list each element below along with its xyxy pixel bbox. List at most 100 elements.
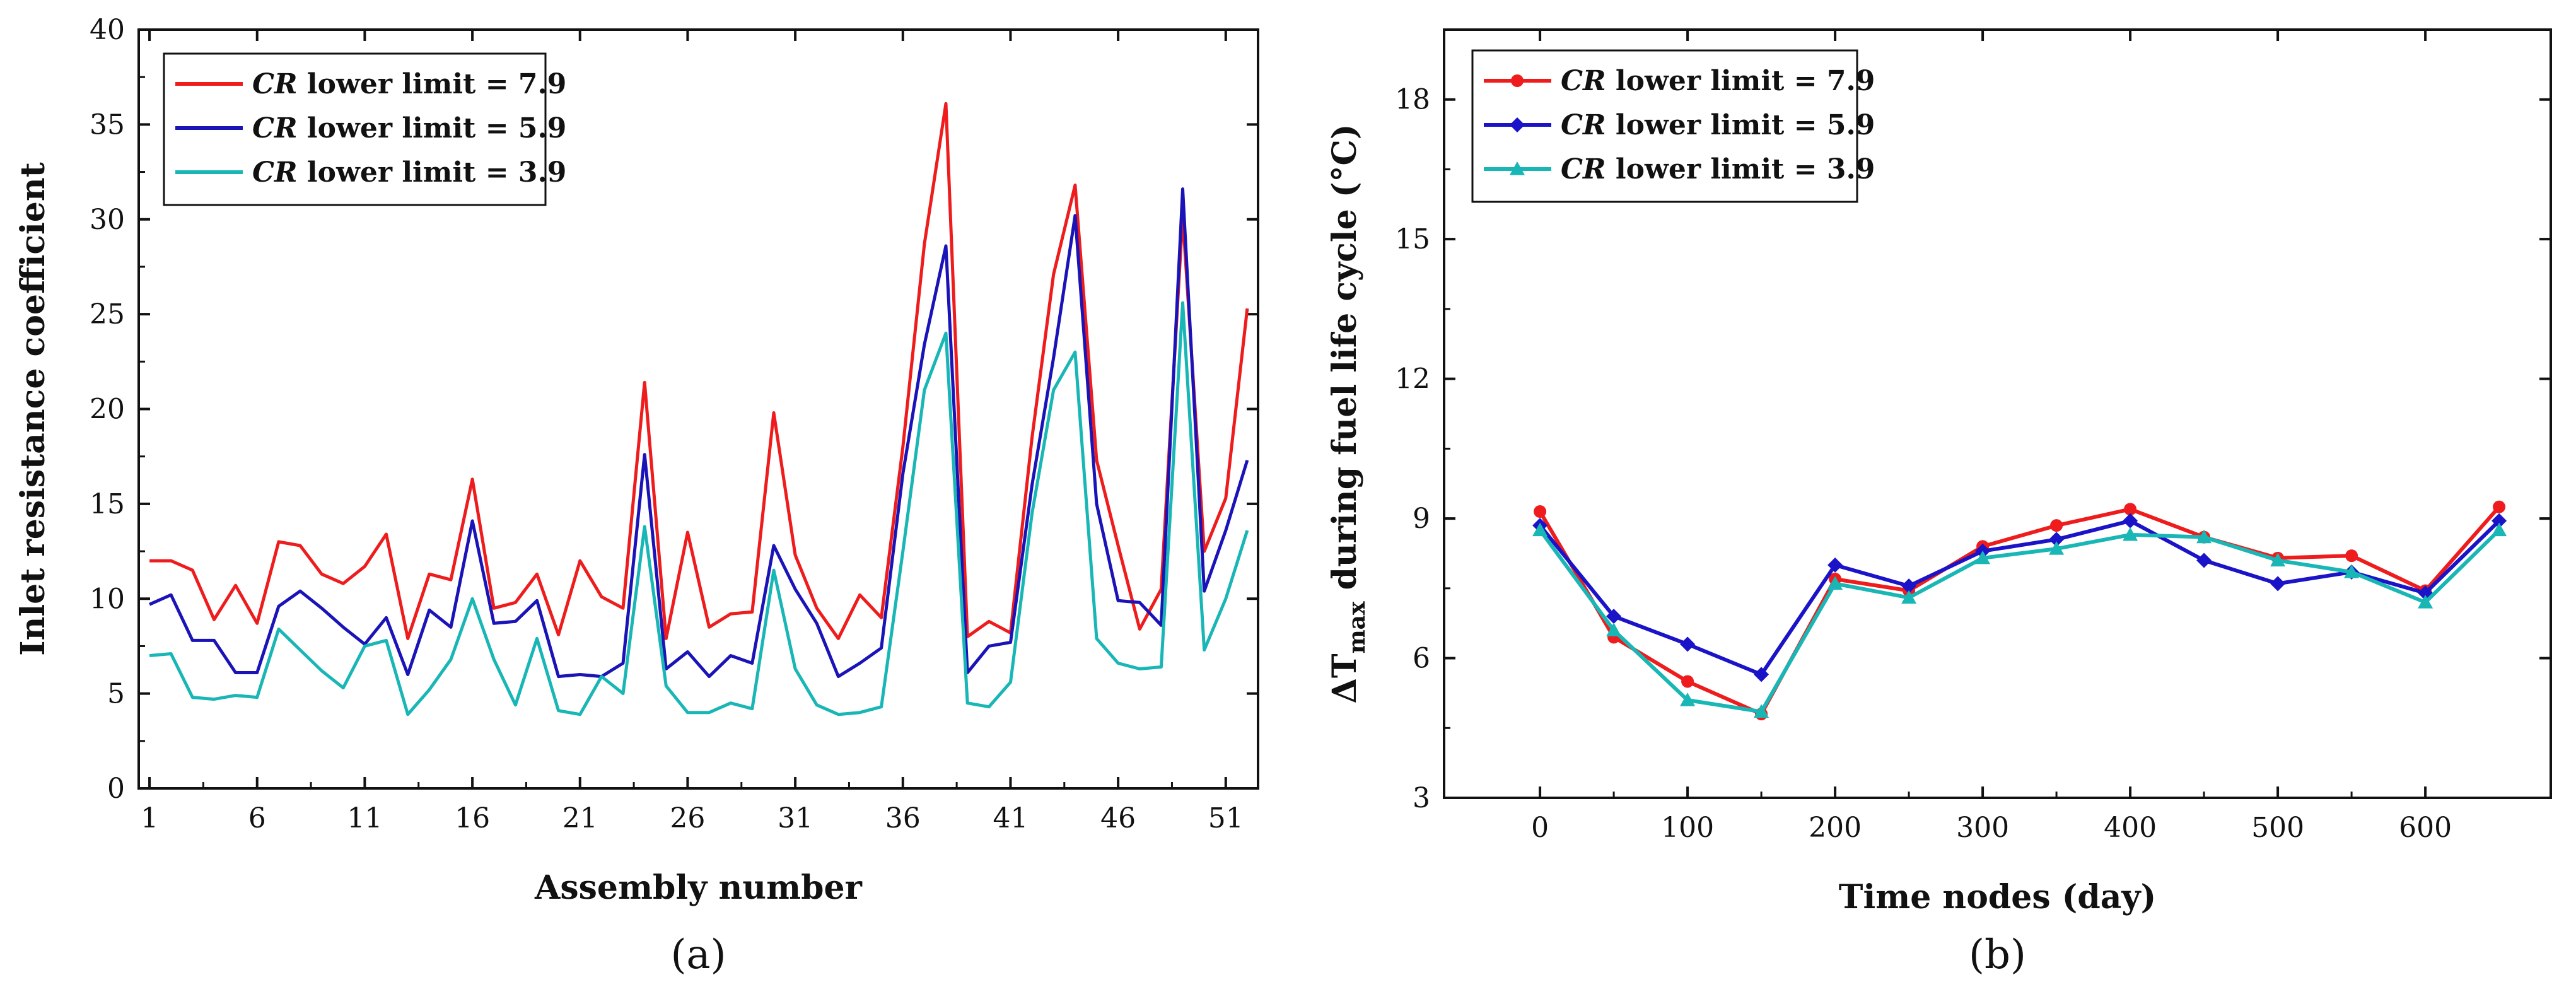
legend-marker-2	[1510, 117, 1525, 132]
series-3-point	[1901, 590, 1917, 604]
legend-label-prefix: CR	[252, 68, 298, 100]
y-axis-title-subscript: max	[1344, 601, 1370, 653]
series-3-point	[1680, 692, 1696, 706]
legend-label-2: CR lower limit = 5.9	[252, 112, 566, 144]
panel-label: (b)	[1969, 932, 2026, 978]
series-3-point	[2123, 527, 2138, 541]
y-tick-label: 20	[90, 394, 125, 426]
legend-label-suffix: lower limit = 5.9	[1606, 109, 1875, 141]
x-tick-label: 200	[1809, 812, 1862, 844]
series-2-point	[2491, 513, 2507, 529]
x-tick-label: 300	[1956, 812, 2009, 844]
series-3-point	[1606, 623, 1622, 636]
series-3-point	[2196, 529, 2212, 544]
series-1-point	[1534, 505, 1547, 518]
legend-label-3: CR lower limit = 3.9	[252, 156, 566, 189]
y-tick-label: 25	[90, 298, 125, 330]
y-tick-label: 10	[90, 583, 125, 615]
x-tick-label: 100	[1661, 812, 1714, 844]
legend-label-prefix: CR	[252, 112, 298, 144]
y-axis-title: Inlet resistance coefficient	[14, 162, 52, 655]
series-2-point	[1754, 667, 1769, 682]
series-3-point	[1975, 550, 1991, 564]
series-1-point	[2124, 503, 2137, 516]
legend-label-1: CR lower limit = 7.9	[1561, 65, 1875, 97]
y-tick-label: 5	[107, 678, 125, 710]
series-3-point	[1827, 576, 1843, 590]
series-2-point	[1606, 609, 1622, 624]
legend-label-suffix: lower limit = 7.9	[298, 68, 567, 100]
y-tick-label: 9	[1413, 503, 1430, 535]
series-2-point	[2123, 513, 2138, 529]
series-1-point	[2493, 500, 2506, 513]
legend-label-1: CR lower limit = 7.9	[252, 68, 566, 100]
series-line-3	[1538, 529, 2501, 714]
series-line-1	[149, 102, 1249, 640]
y-tick-label: 18	[1395, 84, 1430, 116]
series-3-point	[2049, 541, 2065, 555]
x-tick-label: 400	[2104, 812, 2157, 844]
y-tick-label: 15	[1395, 223, 1430, 255]
x-tick-label: 51	[1208, 802, 1244, 834]
series-2-point	[1901, 578, 1917, 594]
series-3-point	[2418, 594, 2433, 609]
legend-label-suffix: lower limit = 7.9	[1606, 65, 1875, 97]
series-1-point	[2345, 549, 2358, 563]
legend-marker-1	[1511, 74, 1524, 87]
x-tick-label: 21	[562, 802, 598, 834]
legend-label-suffix: lower limit = 3.9	[1606, 153, 1875, 185]
series-2-point	[2270, 576, 2286, 592]
plot-frame	[1443, 28, 2552, 799]
series-line-2	[1538, 518, 2501, 677]
y-tick-label: 30	[90, 204, 125, 236]
x-tick-label: 6	[248, 802, 266, 834]
y-tick-label: 0	[107, 773, 125, 805]
series-2-point	[2049, 532, 2065, 547]
y-tick-label: 35	[90, 108, 125, 141]
series-line-1	[1538, 505, 2501, 716]
y-tick-label: 3	[1413, 782, 1430, 814]
series-3-point	[2344, 564, 2360, 578]
y-tick-label: 40	[90, 14, 125, 46]
x-tick-label: 11	[347, 802, 382, 834]
y-axis-title-main: ΔT	[1326, 653, 1364, 703]
series-3-point	[2270, 553, 2286, 567]
legend-label-2: CR lower limit = 5.9	[1561, 109, 1875, 141]
legend-label-suffix: lower limit = 3.9	[298, 156, 567, 189]
x-tick-label: 26	[670, 802, 705, 834]
y-tick-label: 15	[90, 488, 125, 520]
x-tick-label: 36	[885, 802, 921, 834]
series-3-point	[2491, 522, 2507, 537]
x-tick-label: 31	[778, 802, 813, 834]
series-1-point	[2050, 519, 2063, 532]
legend-label-prefix: CR	[1561, 109, 1606, 141]
legend-label-suffix: lower limit = 5.9	[298, 112, 567, 144]
series-2-point	[1680, 636, 1696, 652]
y-axis-title: ΔTmax during fuel life cycle (°C)	[1326, 124, 1370, 704]
x-tick-label: 1	[141, 802, 158, 834]
x-tick-label: 0	[1531, 812, 1549, 844]
legend-label-3: CR lower limit = 3.9	[1561, 153, 1875, 185]
legend-label-prefix: CR	[252, 156, 298, 189]
series-3-point	[1532, 522, 1548, 537]
x-tick-label: 500	[2251, 812, 2304, 844]
legend-label-prefix: CR	[1561, 65, 1606, 97]
x-tick-label: 41	[993, 802, 1028, 834]
x-tick-label: 600	[2399, 812, 2452, 844]
x-axis-title: Assembly number	[534, 868, 863, 907]
x-tick-label: 16	[455, 802, 490, 834]
legend-label-prefix: CR	[1561, 153, 1606, 185]
y-tick-label: 6	[1413, 643, 1430, 675]
series-line-3	[149, 301, 1249, 716]
series-1-point	[1681, 675, 1694, 688]
series-3-point	[1754, 704, 1769, 718]
series-2-point	[1827, 557, 1843, 573]
panel-label: (a)	[670, 932, 726, 978]
x-tick-label: 46	[1100, 802, 1136, 834]
y-axis-title-rest: during fuel life cycle (°C)	[1326, 124, 1364, 602]
y-tick-label: 12	[1395, 363, 1430, 395]
chart-panel-a: 1 6 11 16 21 26 31 36 41 46 510510152025303540Asse…	[14, 14, 1259, 978]
x-axis-title: Time nodes (day)	[1839, 878, 2156, 916]
series-line-2	[149, 187, 1249, 679]
